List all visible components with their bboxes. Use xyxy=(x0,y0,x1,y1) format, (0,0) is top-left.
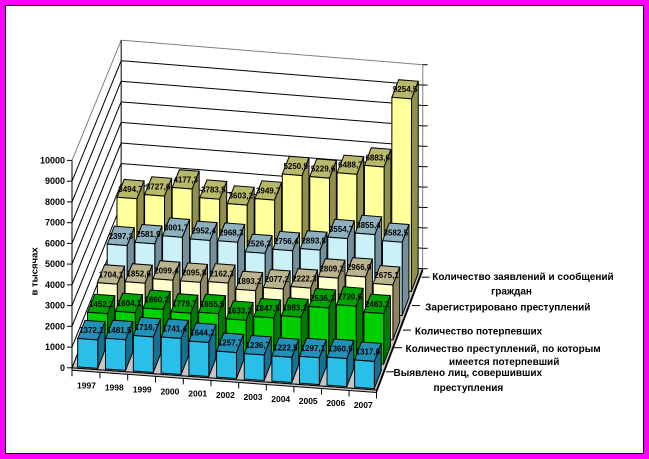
svg-text:1222,5: 1222,5 xyxy=(273,344,298,353)
svg-text:8000: 8000 xyxy=(45,197,65,207)
svg-text:2005: 2005 xyxy=(299,396,318,406)
svg-text:6488,7: 6488,7 xyxy=(338,161,363,170)
svg-text:2222,3: 2222,3 xyxy=(292,274,317,283)
svg-text:2002: 2002 xyxy=(216,390,235,400)
svg-text:2001: 2001 xyxy=(188,388,207,398)
svg-text:1860,2: 1860,2 xyxy=(144,296,169,305)
svg-text:4000: 4000 xyxy=(45,280,65,290)
svg-text:2675,1: 2675,1 xyxy=(374,271,399,280)
svg-text:1893,2: 1893,2 xyxy=(237,277,262,286)
svg-text:6000: 6000 xyxy=(45,238,65,248)
svg-text:Количество потерпевших: Количество потерпевших xyxy=(415,326,543,337)
svg-text:Количество преступлений, по ко: Количество преступлений, по которым xyxy=(405,344,600,355)
svg-text:1847,5: 1847,5 xyxy=(255,304,280,313)
svg-text:1633,3: 1633,3 xyxy=(227,307,252,316)
svg-text:2536,3: 2536,3 xyxy=(310,294,335,303)
svg-text:2756,4: 2756,4 xyxy=(274,237,299,246)
svg-text:2968,3: 2968,3 xyxy=(219,229,244,238)
svg-text:1297,1: 1297,1 xyxy=(301,344,326,353)
svg-text:1741,4: 1741,4 xyxy=(162,325,187,334)
svg-text:3783,5: 3783,5 xyxy=(201,186,226,195)
svg-text:3603,2: 3603,2 xyxy=(229,191,254,200)
svg-text:1236,7: 1236,7 xyxy=(246,341,271,350)
svg-text:Зарегистрировано преступлений: Зарегистрировано преступлений xyxy=(425,302,590,313)
svg-text:3949,7: 3949,7 xyxy=(256,186,281,195)
svg-text:имеется потерпевший: имеется потерпевший xyxy=(449,357,559,368)
svg-text:0: 0 xyxy=(60,363,65,373)
svg-text:2809,2: 2809,2 xyxy=(319,264,344,273)
svg-text:9000: 9000 xyxy=(45,176,65,186)
svg-text:1704,1: 1704,1 xyxy=(99,270,124,279)
svg-text:10000: 10000 xyxy=(40,155,65,165)
svg-text:1604,1: 1604,1 xyxy=(117,299,142,308)
svg-text:1852,6: 1852,6 xyxy=(126,269,151,278)
svg-text:5229,6: 5229,6 xyxy=(311,164,336,173)
svg-text:2077,2: 2077,2 xyxy=(265,275,290,284)
svg-text:1779,7: 1779,7 xyxy=(172,299,197,308)
svg-text:2000: 2000 xyxy=(160,386,179,396)
svg-text:1998: 1998 xyxy=(105,382,124,392)
svg-text:1481,5: 1481,5 xyxy=(107,326,132,335)
svg-text:3582,5: 3582,5 xyxy=(384,229,409,238)
svg-text:3001,7: 3001,7 xyxy=(164,224,189,233)
svg-text:1372,2: 1372,2 xyxy=(79,326,104,335)
svg-text:2095,8: 2095,8 xyxy=(182,269,207,278)
svg-text:4177,3: 4177,3 xyxy=(173,175,198,184)
svg-text:3727,6: 3727,6 xyxy=(146,182,171,191)
svg-text:2004: 2004 xyxy=(271,394,290,404)
svg-text:1999: 1999 xyxy=(133,384,152,394)
svg-text:2952,4: 2952,4 xyxy=(191,227,216,236)
svg-text:1452,2: 1452,2 xyxy=(89,300,114,309)
svg-text:1644,2: 1644,2 xyxy=(190,329,215,338)
svg-text:1360,9: 1360,9 xyxy=(328,345,353,354)
svg-text:2463,2: 2463,2 xyxy=(365,300,390,309)
svg-text:1983,2: 1983,2 xyxy=(283,303,308,312)
svg-text:1716,7: 1716,7 xyxy=(135,323,160,332)
svg-text:2000: 2000 xyxy=(45,321,65,331)
svg-text:граждан: граждан xyxy=(491,286,532,297)
svg-text:2003: 2003 xyxy=(244,392,263,402)
svg-text:3855,4: 3855,4 xyxy=(356,221,381,230)
svg-text:2526,3: 2526,3 xyxy=(246,240,271,249)
svg-text:3554,7: 3554,7 xyxy=(329,225,354,234)
svg-text:Количество заявлений и сообщен: Количество заявлений и сообщений xyxy=(432,271,613,283)
svg-text:2397,3: 2397,3 xyxy=(109,232,134,241)
svg-text:2162,3: 2162,3 xyxy=(209,269,234,278)
svg-text:5250,9: 5250,9 xyxy=(283,162,308,171)
svg-text:6883,6: 6883,6 xyxy=(365,153,390,162)
svg-text:9254,5: 9254,5 xyxy=(393,85,418,94)
svg-text:3000: 3000 xyxy=(45,301,65,311)
svg-text:2581,9: 2581,9 xyxy=(136,230,161,239)
svg-text:в тысячах: в тысячах xyxy=(30,247,41,296)
svg-text:1997: 1997 xyxy=(77,380,96,390)
svg-text:1257,7: 1257,7 xyxy=(218,339,243,348)
svg-text:5000: 5000 xyxy=(45,259,65,269)
svg-text:1317,6: 1317,6 xyxy=(356,348,381,357)
svg-text:7000: 7000 xyxy=(45,218,65,228)
svg-text:2006: 2006 xyxy=(326,398,345,408)
svg-text:Выявлено лиц, совершивших: Выявлено лиц, совершивших xyxy=(394,368,543,379)
svg-text:2007: 2007 xyxy=(354,400,373,410)
svg-text:2099,4: 2099,4 xyxy=(154,266,179,275)
svg-text:2893,8: 2893,8 xyxy=(301,236,326,245)
svg-text:1000: 1000 xyxy=(45,342,65,352)
svg-text:преступления: преступления xyxy=(434,383,504,394)
svg-text:1855,5: 1855,5 xyxy=(200,300,225,309)
svg-text:3494,7: 3494,7 xyxy=(118,185,143,194)
svg-text:2720,6: 2720,6 xyxy=(338,292,363,301)
svg-text:2966,0: 2966,0 xyxy=(347,263,372,272)
